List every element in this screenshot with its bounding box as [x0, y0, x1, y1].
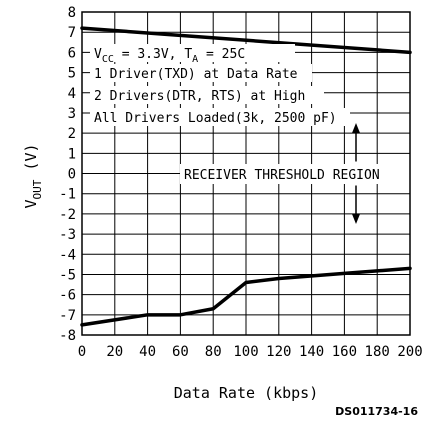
- x-tick-label: 160: [332, 344, 357, 360]
- conditions-line-2: 1 Driver(TXD) at Data Rate: [94, 67, 298, 82]
- x-tick-label: 200: [397, 344, 422, 360]
- region-label: RECEIVER THRESHOLD REGION: [184, 168, 380, 183]
- series-group: [80, 26, 412, 327]
- x-axis-label: Data Rate (kbps): [174, 384, 319, 402]
- series-line: [80, 26, 412, 55]
- y-tick-label: -7: [59, 308, 76, 324]
- figure-id: DS011734-16: [335, 405, 418, 418]
- x-tick-label: 20: [106, 344, 123, 360]
- y-tick-label: -4: [59, 247, 76, 263]
- plot-frame: [81, 11, 411, 336]
- series-line: [80, 266, 412, 327]
- conditions-line-4-bg: [90, 108, 350, 126]
- x-tick-label: 80: [205, 344, 222, 360]
- y-tick-label: 6: [68, 45, 76, 61]
- x-tick-label: 0: [78, 344, 86, 360]
- y-tick-label: -5: [59, 267, 76, 283]
- y-tick-label: -1: [59, 187, 76, 203]
- y-tick-label: -8: [59, 328, 76, 344]
- x-tick-label: 120: [266, 344, 291, 360]
- annotations: RECEIVER THRESHOLD REGION VCC = 3.3V, TA…: [90, 44, 410, 224]
- y-tick-label: -2: [59, 207, 76, 223]
- y-tick-label: 8: [68, 5, 76, 21]
- y-tick-label: 7: [68, 25, 76, 41]
- conditions-bg: [90, 44, 295, 62]
- arrow-head-up: [352, 123, 360, 134]
- y-tick-label: 2: [68, 126, 76, 142]
- region-label-bg: [180, 164, 410, 184]
- y-tick-label: -6: [59, 288, 76, 304]
- y-axis-label: VOUT (V): [22, 143, 44, 208]
- x-tick-label: 60: [172, 344, 189, 360]
- x-tick-label: 140: [299, 344, 324, 360]
- axes: [81, 11, 411, 336]
- y-tick-label: 4: [68, 86, 76, 102]
- y-tick-label: 3: [68, 106, 76, 122]
- arrow-head-down: [352, 213, 360, 224]
- y-tick-label: 1: [68, 146, 76, 162]
- y-tick-label: 0: [68, 167, 76, 183]
- conditions-line-3: 2 Drivers(DTR, RTS) at High: [94, 89, 305, 104]
- tick-labels: 0 20 40 60 80 100 120 140 160 180 200 8 7 6 5 4 3 2 1 0 -1 -2…: [59, 5, 423, 360]
- x-tick-label: 180: [365, 344, 390, 360]
- region-arrow: [352, 123, 360, 224]
- conditions-line-2-bg: [90, 64, 312, 82]
- x-tick-label: 40: [139, 344, 156, 360]
- conditions-line-3-bg: [90, 86, 324, 104]
- conditions-line-4: All Drivers Loaded(3k, 2500 pF): [94, 111, 337, 126]
- y-tick-label: 5: [68, 66, 76, 82]
- x-tick-label: 100: [233, 344, 258, 360]
- y-tick-label: -3: [59, 227, 76, 243]
- conditions-line-1: VCC = 3.3V, TA = 25C: [94, 47, 245, 65]
